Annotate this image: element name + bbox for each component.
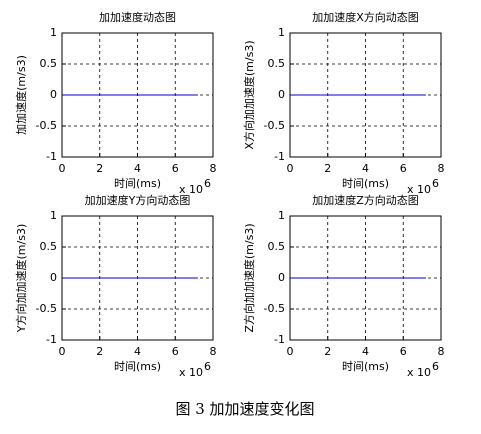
y-tick-label: 1 xyxy=(278,209,285,222)
x-scale-exponent: 6 xyxy=(432,360,439,373)
subplot-title: 加加速度Z方向动态图 xyxy=(312,193,419,207)
x-axis-label: 时间(ms) xyxy=(114,360,161,373)
x-scale-label: x 10 xyxy=(407,366,431,379)
x-tick-label: 8 xyxy=(210,345,217,358)
axes-box xyxy=(289,215,442,341)
y-tick-label: 0 xyxy=(278,88,285,101)
x-axis-label: 时间(ms) xyxy=(342,360,389,373)
y-tick-label: 0 xyxy=(50,88,57,101)
y-tick-label: 1 xyxy=(278,26,285,39)
y-tick-label: 0.5 xyxy=(40,240,58,253)
axes-box xyxy=(61,32,214,158)
y-tick-label: -1 xyxy=(46,150,57,163)
x-tick-label: 2 xyxy=(96,345,103,358)
y-tick-label: -1 xyxy=(46,333,57,346)
x-tick-label: 8 xyxy=(210,162,217,175)
x-tick-label: 2 xyxy=(324,345,331,358)
y-axis-label: Y方向加加速度(m/s3) xyxy=(14,224,28,333)
x-scale-label: x 10 xyxy=(179,183,203,196)
y-tick-label: 0 xyxy=(278,271,285,284)
y-tick-label: -0.5 xyxy=(264,119,285,132)
y-tick-label: 1 xyxy=(50,209,57,222)
x-tick-label: 0 xyxy=(287,345,294,358)
subplot-title: 加加速度动态图 xyxy=(99,10,176,24)
x-scale-exponent: 6 xyxy=(204,177,211,190)
y-axis-label: X方向加加速度(m/s3) xyxy=(242,40,256,149)
x-scale-label: x 10 xyxy=(407,183,431,196)
x-scale-label: x 10 xyxy=(179,366,203,379)
y-tick-label: 0.5 xyxy=(268,240,286,253)
y-tick-label: 0.5 xyxy=(40,57,58,70)
x-axis-label: 时间(ms) xyxy=(342,177,389,190)
x-axis-label: 时间(ms) xyxy=(114,177,161,190)
subplot-title: 加加速度X方向动态图 xyxy=(312,10,419,24)
x-tick-label: 6 xyxy=(172,345,179,358)
x-tick-label: 0 xyxy=(59,345,66,358)
y-tick-label: 0.5 xyxy=(268,57,286,70)
x-tick-label: 6 xyxy=(172,162,179,175)
y-tick-label: -0.5 xyxy=(36,302,57,315)
axes-box xyxy=(61,215,214,341)
x-tick-label: 8 xyxy=(438,162,445,175)
y-axis-label: Z方向加加速度(m/s3) xyxy=(242,223,256,332)
x-tick-label: 2 xyxy=(324,162,331,175)
y-tick-label: -0.5 xyxy=(36,119,57,132)
y-tick-label: -1 xyxy=(274,150,285,163)
figure-caption: 图 3 加加速度变化图 xyxy=(175,400,314,418)
x-scale-exponent: 6 xyxy=(204,360,211,373)
y-tick-label: -1 xyxy=(274,333,285,346)
x-tick-label: 4 xyxy=(134,345,141,358)
y-tick-label: 1 xyxy=(50,26,57,39)
y-tick-label: -0.5 xyxy=(264,302,285,315)
x-tick-label: 2 xyxy=(96,162,103,175)
x-tick-label: 8 xyxy=(438,345,445,358)
x-tick-label: 0 xyxy=(287,162,294,175)
x-tick-label: 6 xyxy=(400,345,407,358)
subplot-title: 加加速度Y方向动态图 xyxy=(85,193,191,207)
y-axis-label: 加加速度(m/s3) xyxy=(14,55,28,135)
x-scale-exponent: 6 xyxy=(432,177,439,190)
x-tick-label: 6 xyxy=(400,162,407,175)
y-tick-label: 0 xyxy=(50,271,57,284)
x-tick-label: 4 xyxy=(362,162,369,175)
x-tick-label: 0 xyxy=(59,162,66,175)
x-tick-label: 4 xyxy=(362,345,369,358)
x-tick-label: 4 xyxy=(134,162,141,175)
axes-box xyxy=(289,32,442,158)
